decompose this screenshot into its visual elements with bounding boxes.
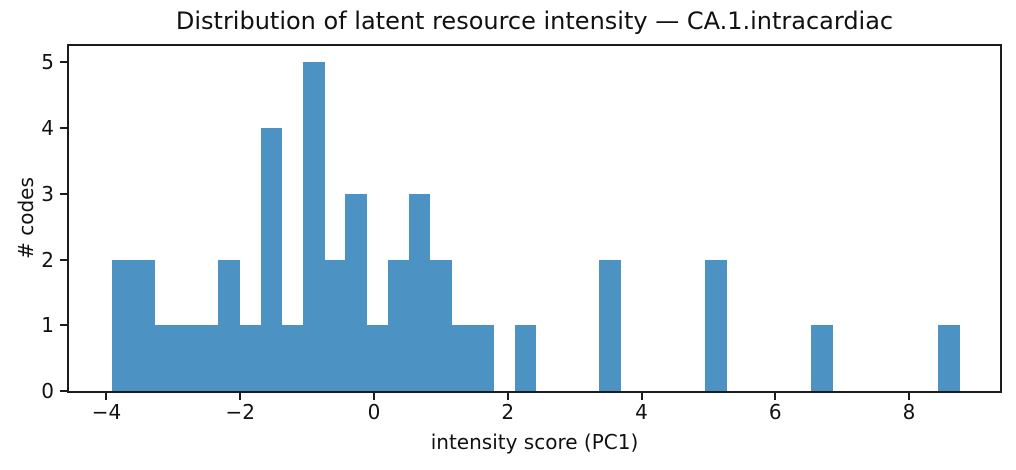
x-tick-mark [239, 393, 242, 400]
histogram-bar [810, 325, 833, 391]
x-tick-mark [105, 393, 108, 400]
y-tick-mark [60, 61, 67, 64]
histogram-bar [133, 259, 156, 391]
y-tick-mark [60, 192, 67, 195]
y-tick-mark [60, 127, 67, 130]
x-tick-label: −2 [225, 400, 255, 424]
y-tick-mark [60, 390, 67, 392]
histogram-bar [175, 325, 198, 391]
bars-layer [69, 46, 1000, 391]
histogram-bar [302, 62, 325, 391]
histogram-bar [281, 325, 304, 391]
histogram-bar [239, 325, 262, 391]
histogram-bar [260, 128, 283, 391]
histogram-bar [937, 325, 960, 391]
histogram-bar [514, 325, 537, 391]
x-tick-mark [908, 393, 911, 400]
x-axis-label: intensity score (PC1) [430, 430, 639, 454]
histogram-bar [345, 193, 367, 391]
x-tick-mark [640, 393, 643, 400]
histogram-bar [429, 259, 452, 391]
x-tick-label: 2 [501, 400, 515, 424]
histogram-bar [387, 259, 410, 391]
x-tick-label: 0 [367, 400, 381, 424]
y-tick-mark [60, 258, 67, 261]
chart-title: Distribution of latent resource intensit… [175, 7, 894, 35]
histogram-bar [704, 259, 727, 391]
plot-area [67, 44, 1002, 393]
y-tick-mark [60, 324, 67, 327]
histogram-bar [599, 259, 621, 391]
histogram-bar [366, 325, 389, 391]
histogram-bar [451, 325, 473, 391]
histogram-bar [197, 325, 219, 391]
y-tick-label: 4 [41, 116, 54, 141]
histogram-bar [408, 193, 431, 391]
histogram-bar [472, 325, 494, 391]
x-tick-label: 6 [768, 400, 782, 424]
histogram-bar [324, 259, 346, 391]
y-tick-label: 0 [41, 379, 54, 403]
y-tick-label: 2 [41, 247, 54, 272]
histogram-bar [112, 259, 135, 391]
y-tick-label: 1 [41, 313, 54, 338]
x-tick-mark [372, 393, 375, 400]
x-tick-mark [506, 393, 509, 400]
x-tick-mark [774, 393, 777, 400]
x-tick-label: 4 [635, 400, 648, 424]
y-tick-label: 3 [41, 181, 54, 206]
y-tick-label: 5 [41, 50, 54, 75]
histogram-bar [218, 259, 241, 391]
x-tick-label: 8 [902, 400, 916, 424]
x-tick-label: −4 [91, 400, 122, 424]
histogram-bar [154, 325, 177, 391]
